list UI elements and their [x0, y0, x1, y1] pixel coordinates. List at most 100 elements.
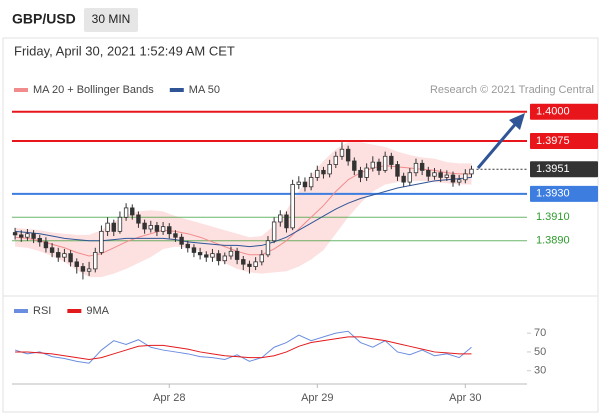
candle-body: [333, 155, 339, 165]
credit: Research © 2021 Trading Central: [430, 84, 594, 96]
candle-body: [93, 252, 98, 270]
candle-body: [111, 222, 116, 232]
level-label: 1.4000: [536, 106, 570, 118]
candle-body: [339, 148, 345, 157]
candle-body: [413, 162, 419, 174]
candle-body: [19, 234, 24, 238]
candle-body: [321, 169, 326, 175]
candle-body: [247, 263, 252, 267]
y-tick-label: 30: [534, 365, 546, 377]
candle-body: [432, 172, 437, 177]
target-arrow-shaft: [476, 120, 520, 169]
candle-body: [364, 167, 369, 178]
rsi-layer: 30 50 70 Apr 28 Apr 29 Apr 30 RSI 9MA: [12, 305, 546, 404]
level-box: [530, 133, 598, 150]
target-arrow-head: [509, 113, 525, 130]
candle-body: [389, 155, 394, 165]
candle-body: [210, 253, 215, 258]
candle-body: [31, 233, 36, 239]
level-label: 1.3975: [536, 135, 570, 147]
legend-label: 9MA: [86, 305, 109, 317]
candle-body: [37, 237, 42, 243]
candle-body: [160, 226, 166, 232]
legend-swatch: [14, 88, 28, 92]
candle-body: [148, 225, 153, 230]
level-box: [530, 161, 598, 178]
level-label: 1.3951: [536, 163, 570, 175]
main-layer: 1.4000 1.3975 1.3951 1.3930 1.3910 1.3890 MA 2…: [12, 84, 598, 280]
candle-body: [56, 252, 61, 258]
candle-body: [12, 232, 18, 236]
candle-body: [86, 268, 92, 272]
candle-body: [271, 221, 277, 242]
candle-body: [370, 161, 376, 169]
level-box: [530, 185, 598, 202]
candle-body: [62, 253, 67, 258]
candle-body: [154, 225, 160, 232]
candle-body: [167, 226, 172, 235]
candle-body: [308, 177, 314, 188]
candle-body: [68, 253, 73, 263]
candle-body: [302, 181, 308, 188]
candle-body: [358, 169, 363, 178]
candle-body: [345, 148, 351, 162]
candle-body: [228, 250, 234, 257]
candle-body: [80, 266, 86, 272]
candle-body: [315, 169, 320, 178]
overlay-line: [15, 176, 472, 248]
level-label: 1.3930: [536, 188, 570, 200]
candle-body: [426, 169, 431, 177]
candle-body: [278, 214, 283, 223]
indicator-line: [15, 336, 472, 360]
legend-label: RSI: [33, 305, 51, 317]
interval-badge: [84, 8, 138, 32]
x-tick-label: Apr 30: [449, 392, 481, 404]
candle-body: [222, 255, 227, 262]
candle-body: [444, 174, 450, 178]
candle-body: [401, 175, 406, 183]
candle-body: [296, 181, 301, 185]
candle-body: [438, 172, 443, 178]
candle-body: [185, 243, 190, 249]
legend-label: MA 20 + Bollinger Bands: [33, 84, 154, 96]
candle-body: [117, 216, 123, 232]
candle-body: [99, 230, 104, 253]
candle-body: [382, 155, 388, 171]
candle-body: [253, 261, 258, 267]
legend-label: MA 50: [189, 84, 220, 96]
candle-body: [241, 259, 246, 265]
level-box: [530, 103, 598, 120]
candle-body: [469, 168, 474, 175]
candle-body: [49, 247, 55, 253]
indicator-line: [14, 330, 472, 364]
x-tick-label: Apr 29: [301, 392, 333, 404]
candle-body: [179, 236, 184, 245]
legend-swatch: [169, 88, 184, 92]
candle-body: [407, 172, 413, 183]
candle-body: [130, 207, 135, 216]
candle-body: [265, 240, 271, 256]
candle-body: [197, 252, 203, 256]
candle-body: [216, 253, 221, 262]
candle-body: [284, 214, 289, 229]
candle-body: [74, 261, 79, 267]
candle-body: [376, 161, 382, 171]
candle-body: [450, 174, 456, 183]
candle-body: [191, 247, 197, 253]
y-tick-label: 70: [534, 327, 546, 339]
x-tick-label: Apr 28: [153, 392, 185, 404]
timestamp: Friday, April 30, 2021 1:52:49 AM CET: [14, 43, 235, 58]
candle-body: [463, 173, 468, 181]
y-tick-label: 50: [534, 346, 546, 358]
candle-body: [327, 164, 332, 175]
candle-body: [419, 162, 425, 171]
candle-body: [456, 179, 462, 183]
candle-body: [352, 160, 357, 171]
candle-body: [142, 222, 147, 230]
candle-body: [259, 254, 264, 263]
interval: 30 MIN: [92, 12, 131, 26]
candle-body: [136, 214, 141, 224]
level-label: 1.3910: [536, 211, 570, 223]
candle-body: [173, 233, 178, 238]
